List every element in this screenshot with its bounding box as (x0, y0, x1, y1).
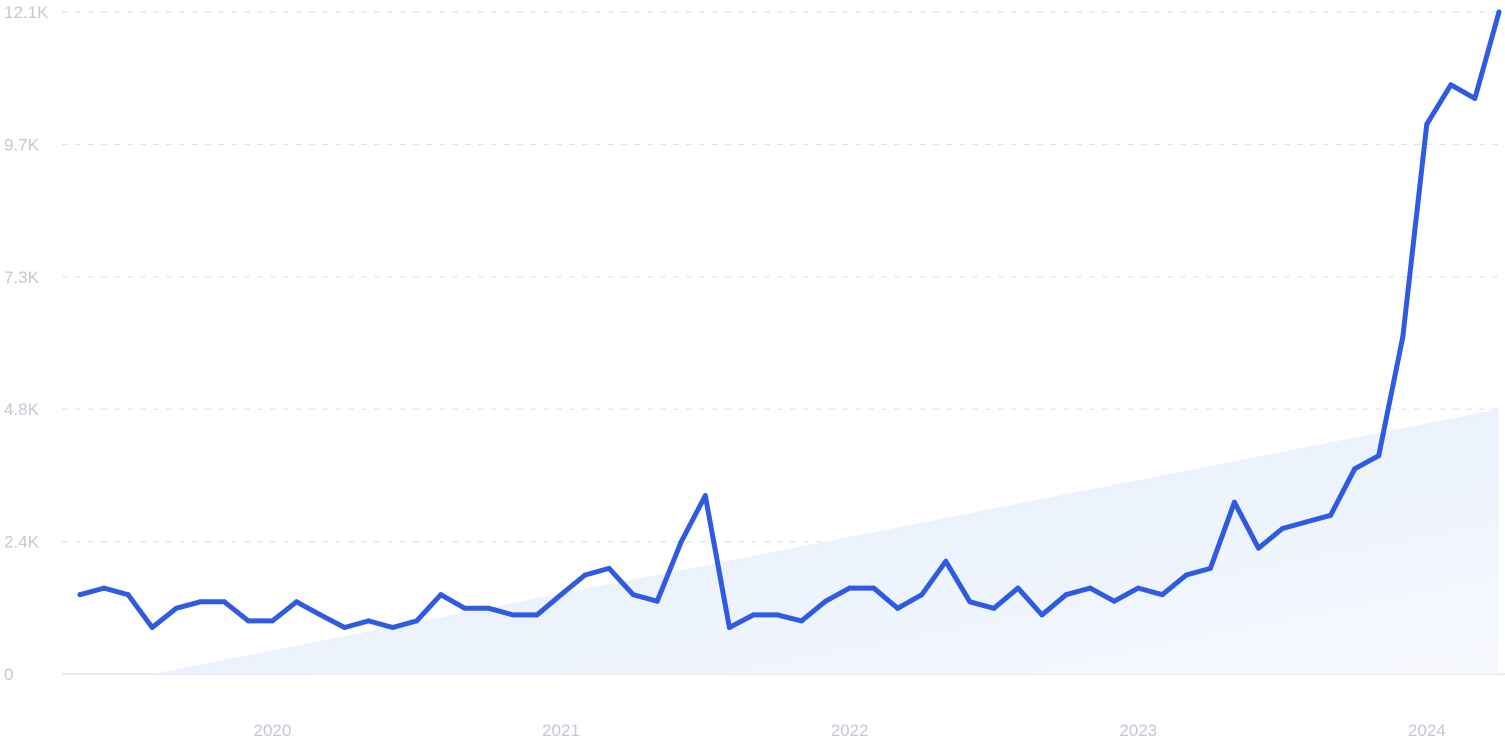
data-point (197, 599, 203, 605)
data-point (486, 605, 492, 611)
data-point (173, 605, 179, 611)
data-point (558, 592, 564, 598)
data-point (221, 599, 227, 605)
trend-area (152, 409, 1499, 674)
data-point (1063, 592, 1069, 598)
data-point (1039, 612, 1045, 618)
data-point (750, 612, 756, 618)
data-point (1135, 585, 1141, 591)
trend-area-shape (152, 409, 1499, 674)
data-point (1183, 572, 1189, 578)
data-point (1376, 453, 1382, 459)
data-point (366, 618, 372, 624)
y-tick-label: 7.3K (4, 268, 40, 287)
data-point (1111, 598, 1117, 604)
data-point (534, 612, 540, 618)
data-point (1207, 565, 1213, 571)
data-point (847, 585, 853, 591)
y-tick-label: 2.4K (4, 533, 40, 552)
data-point (895, 605, 901, 611)
data-point (678, 539, 684, 545)
x-tick-label: 2023 (1119, 721, 1157, 740)
x-tick-label: 2020 (253, 721, 291, 740)
data-point (149, 624, 155, 630)
data-point (1352, 466, 1358, 472)
data-point (630, 592, 636, 598)
data-point (702, 493, 708, 499)
data-point (318, 612, 324, 618)
data-point (799, 618, 805, 624)
data-point (919, 592, 925, 598)
data-point (1472, 95, 1478, 101)
data-point (726, 624, 732, 630)
data-point (269, 618, 275, 624)
data-point (823, 598, 829, 604)
data-point (1304, 519, 1310, 525)
data-point (943, 558, 949, 564)
y-tick-label: 12.1K (4, 3, 49, 22)
data-point (606, 565, 612, 571)
data-point (1424, 121, 1430, 127)
data-point (414, 618, 420, 624)
y-tick-label: 4.8K (4, 400, 40, 419)
data-point (582, 572, 588, 578)
series-line (77, 9, 1502, 630)
x-tick-label: 2022 (831, 721, 869, 740)
data-point (125, 592, 131, 598)
data-point (991, 605, 997, 611)
data-point (510, 612, 516, 618)
x-tick-label: 2024 (1408, 721, 1446, 740)
data-point (438, 592, 444, 598)
data-point (462, 605, 468, 611)
x-axis-ticks: 2020 2021 2022 2023 2024 (253, 721, 1445, 740)
data-point (1159, 592, 1165, 598)
x-tick-label: 2021 (542, 721, 580, 740)
y-tick-label: 0 (4, 665, 13, 684)
data-point (1231, 499, 1237, 505)
data-point (1087, 585, 1093, 591)
data-point (1328, 512, 1334, 518)
data-point (654, 598, 660, 604)
data-point (1448, 82, 1454, 88)
data-point (774, 612, 780, 618)
data-point (1400, 334, 1406, 340)
data-point (77, 592, 83, 598)
data-point (293, 599, 299, 605)
data-point (1280, 525, 1286, 531)
y-axis-ticks: 0 2.4K 4.8K 7.3K 9.7K 12.1K (4, 3, 49, 684)
data-point (1496, 9, 1502, 15)
y-tick-label: 9.7K (4, 135, 40, 154)
data-point (245, 618, 251, 624)
data-point (967, 599, 973, 605)
data-point (1255, 545, 1261, 551)
data-point (101, 585, 107, 591)
series-line-group (77, 9, 1502, 630)
data-point (1015, 585, 1021, 591)
data-point (871, 585, 877, 591)
data-point (342, 624, 348, 630)
data-point (390, 624, 396, 630)
